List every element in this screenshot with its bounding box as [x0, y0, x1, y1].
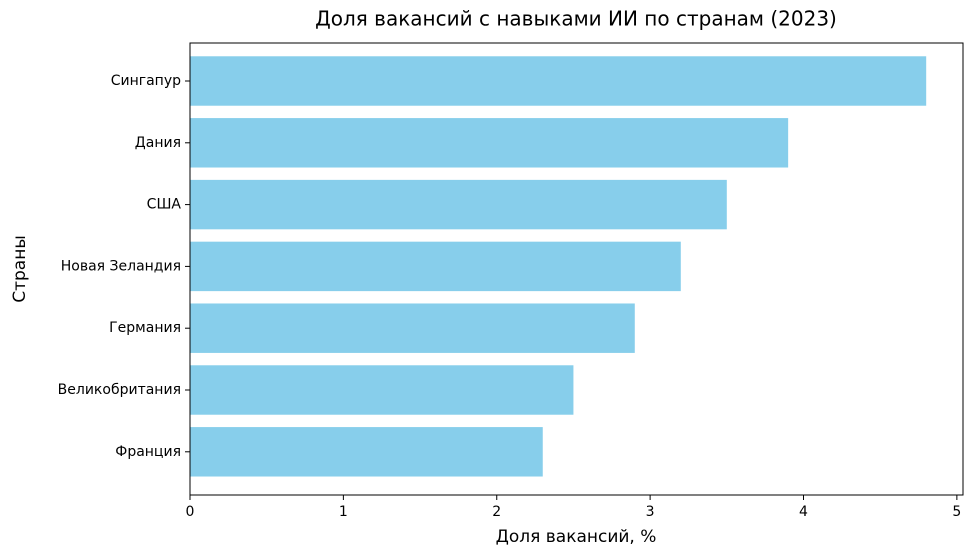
bar — [190, 179, 727, 230]
y-tick-label: Сингапур — [111, 73, 181, 89]
x-tick-label: 4 — [799, 504, 808, 520]
y-axis-label: Страны — [10, 235, 30, 303]
x-tick-label: 2 — [492, 504, 501, 520]
bar — [190, 365, 574, 415]
x-tick-label: 3 — [646, 504, 655, 520]
bar — [190, 241, 681, 292]
bar — [190, 56, 927, 106]
x-tick-label: 5 — [952, 504, 961, 520]
y-tick-label: Германия — [109, 320, 181, 336]
bar — [190, 303, 635, 353]
x-tick-label: 1 — [339, 504, 348, 520]
y-tick-label: США — [147, 197, 182, 213]
chart-title: Доля вакансий с навыками ИИ по странам (… — [315, 7, 837, 31]
plot-frame — [189, 42, 964, 496]
y-tick-label: Дания — [135, 135, 181, 151]
bar — [190, 118, 789, 168]
x-axis-label: Доля вакансий, % — [496, 527, 657, 547]
x-tick-label: 0 — [186, 504, 195, 520]
bar — [190, 427, 543, 477]
y-tick-label: Франция — [115, 444, 181, 460]
y-tick-label: Новая Зеландия — [61, 258, 181, 274]
y-tick-label: Великобритания — [58, 382, 181, 398]
